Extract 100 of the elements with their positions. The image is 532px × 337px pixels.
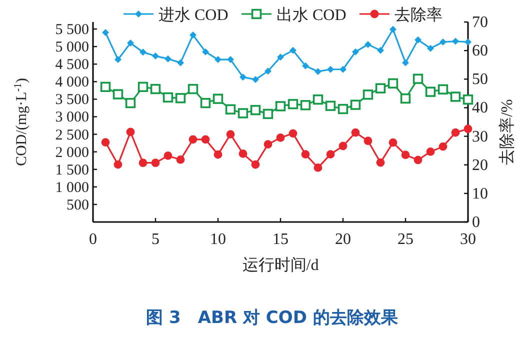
y-tick-label: 1 500 — [55, 162, 89, 178]
y2-tick-label: 40 — [472, 100, 488, 117]
point — [238, 108, 248, 118]
point — [301, 150, 310, 158]
x-tick-label: 15 — [272, 231, 288, 248]
y-tick-label: 3 500 — [55, 92, 89, 108]
point — [214, 150, 222, 159]
point — [450, 92, 461, 102]
y-tick-label: 4 500 — [55, 57, 89, 74]
point — [362, 90, 374, 100]
legend-label: 进水 COD — [158, 6, 228, 24]
y2-axis-title: 去除率/% — [498, 99, 516, 165]
point — [226, 130, 235, 138]
point — [102, 29, 109, 36]
x-tick-label: 0 — [89, 231, 97, 248]
point — [127, 40, 134, 47]
point — [440, 38, 446, 46]
point — [125, 98, 136, 108]
x-tick-label: 5 — [152, 231, 160, 248]
y2-tick-label: 50 — [472, 71, 488, 88]
point — [276, 134, 285, 142]
point — [388, 78, 398, 89]
point — [352, 48, 359, 56]
point — [251, 160, 260, 169]
y-tick-label: 1 000 — [55, 180, 89, 196]
point — [427, 44, 434, 52]
point — [275, 101, 286, 112]
point — [188, 84, 198, 94]
point — [290, 46, 296, 54]
point — [312, 94, 324, 105]
point — [227, 56, 234, 64]
point — [364, 136, 372, 146]
point — [238, 150, 248, 158]
point — [425, 86, 436, 97]
point — [412, 74, 424, 84]
point — [462, 94, 474, 105]
legend-label: 出水 COD — [276, 6, 346, 24]
y-tick-label: 5 500 — [55, 22, 89, 38]
point — [314, 68, 322, 75]
point — [350, 100, 361, 110]
point — [400, 93, 411, 104]
y-tick-label: 4 000 — [55, 74, 89, 91]
point — [252, 76, 259, 84]
point — [114, 56, 122, 64]
point — [351, 128, 360, 137]
point — [262, 108, 274, 120]
point — [202, 48, 209, 56]
y-tick-label: 500 — [66, 197, 89, 214]
point — [175, 93, 186, 104]
point — [177, 59, 184, 66]
y-tick-label: 3 000 — [55, 110, 89, 126]
x-axis-title: 运行时间/d — [242, 256, 319, 274]
point — [338, 104, 348, 114]
x-tick-label: 30 — [460, 231, 476, 248]
point — [376, 158, 385, 167]
point — [101, 138, 110, 146]
point — [152, 52, 159, 60]
point — [201, 135, 210, 144]
x-tick-label: 25 — [398, 231, 414, 248]
point — [464, 124, 472, 134]
point — [340, 66, 346, 73]
point — [176, 156, 185, 164]
point — [364, 40, 372, 48]
point — [250, 104, 261, 116]
y-tick-label: 2 500 — [55, 127, 89, 144]
point — [277, 54, 284, 61]
point — [327, 66, 334, 73]
point — [264, 68, 272, 75]
point — [112, 89, 124, 100]
point — [114, 160, 122, 169]
point — [225, 104, 236, 114]
point — [302, 62, 309, 70]
y2-tick-label: 30 — [472, 128, 488, 146]
point — [212, 94, 224, 104]
point — [190, 31, 196, 38]
y2-tick-label: 70 — [472, 14, 488, 31]
point — [414, 156, 422, 164]
point — [162, 92, 174, 103]
point — [464, 38, 472, 46]
point — [414, 36, 422, 44]
y2-tick-label: 10 — [472, 185, 488, 202]
point — [377, 46, 384, 54]
point — [264, 140, 272, 148]
y2-tick-label: 60 — [472, 42, 488, 60]
point — [164, 55, 172, 62]
point — [438, 142, 448, 151]
point — [100, 82, 111, 92]
point — [326, 150, 335, 158]
point — [438, 84, 448, 94]
text: 图 3 ABR 对 COD 的去除效果 — [146, 308, 399, 328]
x-tick-label: 20 — [335, 231, 351, 248]
point — [390, 26, 396, 33]
point — [402, 59, 409, 66]
y-tick-label: 2 000 — [55, 144, 89, 161]
point — [151, 158, 160, 168]
point — [388, 138, 398, 147]
point — [138, 82, 148, 92]
x-tick-label: 10 — [210, 231, 226, 248]
point — [325, 100, 336, 111]
point — [452, 38, 459, 45]
